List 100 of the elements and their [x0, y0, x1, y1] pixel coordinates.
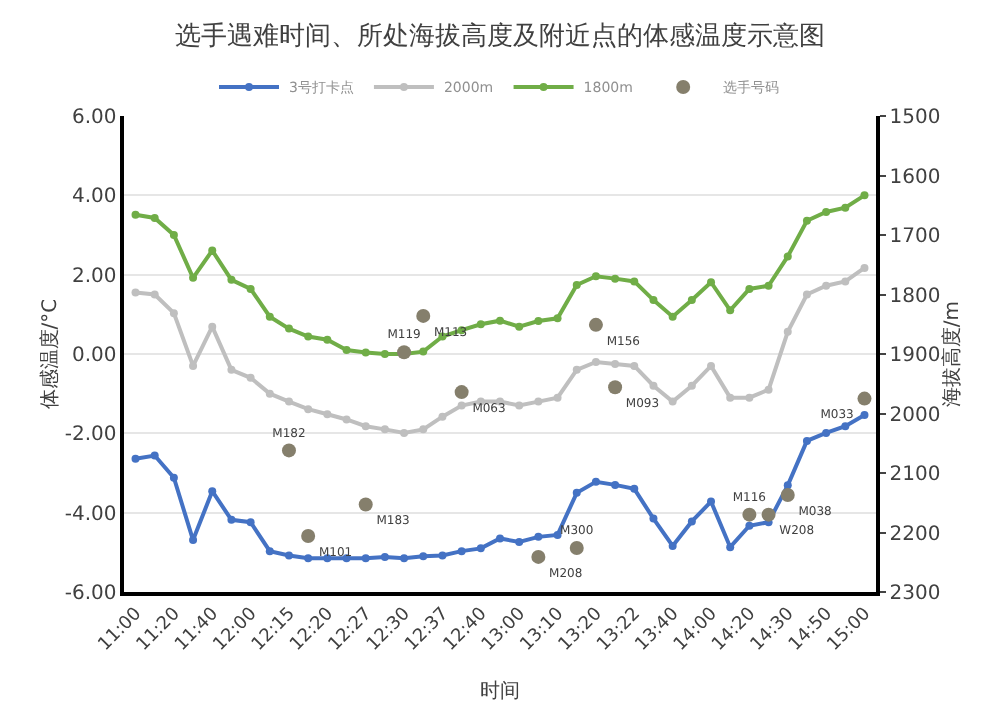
point [323, 410, 332, 419]
x-axis-title: 时间 [480, 679, 520, 704]
point [400, 428, 409, 437]
point [246, 284, 255, 293]
point [591, 357, 600, 366]
point [361, 348, 370, 357]
point [553, 393, 562, 402]
point [841, 422, 850, 431]
point [860, 263, 869, 272]
point [822, 428, 831, 437]
point [860, 411, 869, 420]
y2-tick-label: 1600 [889, 166, 941, 189]
point [668, 397, 677, 406]
point [227, 515, 236, 524]
point [649, 296, 658, 305]
point [246, 373, 255, 382]
point [745, 284, 754, 293]
y2-tick-label: 2300 [889, 583, 941, 605]
point [534, 317, 543, 326]
point [454, 385, 469, 400]
y-tick-label: -2.00 [64, 424, 117, 447]
point [553, 314, 562, 323]
point [534, 397, 543, 406]
point [169, 231, 178, 239]
point [284, 324, 293, 333]
point [419, 425, 428, 434]
chart-title: 选手遇难时间、所处海拔高度及附近点的体感温度示意图 [175, 19, 825, 52]
point [569, 540, 584, 555]
y2-tick-label: 2000 [889, 404, 941, 427]
point [764, 385, 773, 394]
point [189, 273, 198, 282]
point [649, 381, 658, 390]
point [707, 361, 716, 370]
point [630, 277, 639, 286]
point [687, 381, 696, 390]
point [761, 507, 776, 522]
y-tick-label: 0.00 [71, 345, 117, 367]
point [284, 551, 293, 560]
y2-tick-label: 1900 [889, 345, 941, 367]
y-tick-label: 6.00 [71, 107, 117, 129]
point [687, 296, 696, 305]
point [265, 312, 274, 321]
point [284, 397, 293, 406]
point [438, 551, 447, 560]
point [281, 443, 296, 458]
point [745, 521, 754, 530]
point [342, 346, 351, 355]
point [227, 275, 236, 284]
point [438, 412, 447, 421]
point [380, 553, 389, 562]
point [496, 316, 504, 325]
point [208, 322, 217, 331]
point [764, 281, 773, 290]
point [630, 361, 639, 370]
y-tick-label: -6.00 [64, 583, 117, 605]
point [707, 278, 716, 287]
point [611, 359, 620, 368]
point [380, 425, 389, 434]
point [301, 529, 316, 544]
point [150, 451, 159, 460]
point [419, 347, 428, 356]
y2-tick-label: 2100 [889, 464, 941, 486]
point [400, 554, 409, 563]
point [131, 454, 140, 463]
point [265, 389, 274, 398]
y2-tick-label: 2200 [889, 523, 941, 546]
point [189, 536, 198, 545]
point [630, 484, 639, 493]
point [246, 518, 255, 527]
point [150, 213, 159, 222]
point [802, 436, 811, 445]
point [169, 309, 178, 318]
point [304, 332, 313, 341]
point [572, 280, 581, 289]
point [783, 481, 792, 490]
point [416, 308, 431, 323]
point [131, 210, 140, 219]
point [802, 290, 811, 299]
point [742, 507, 757, 522]
point [822, 208, 831, 216]
y-tick-label: -4.00 [64, 503, 117, 526]
point [169, 473, 178, 482]
point [380, 350, 389, 358]
point [131, 288, 140, 297]
point [515, 401, 524, 410]
y2-tick-label: 1700 [889, 226, 941, 248]
point [208, 487, 217, 496]
point [457, 547, 466, 556]
y2-tick-label: 1500 [889, 107, 941, 129]
point [841, 203, 850, 212]
point [150, 290, 159, 299]
point [588, 317, 603, 332]
point [476, 320, 485, 329]
point [457, 401, 466, 410]
point [726, 306, 735, 315]
point [496, 534, 504, 543]
point [534, 532, 543, 541]
point [419, 552, 428, 561]
point [841, 277, 850, 286]
point [572, 365, 581, 374]
